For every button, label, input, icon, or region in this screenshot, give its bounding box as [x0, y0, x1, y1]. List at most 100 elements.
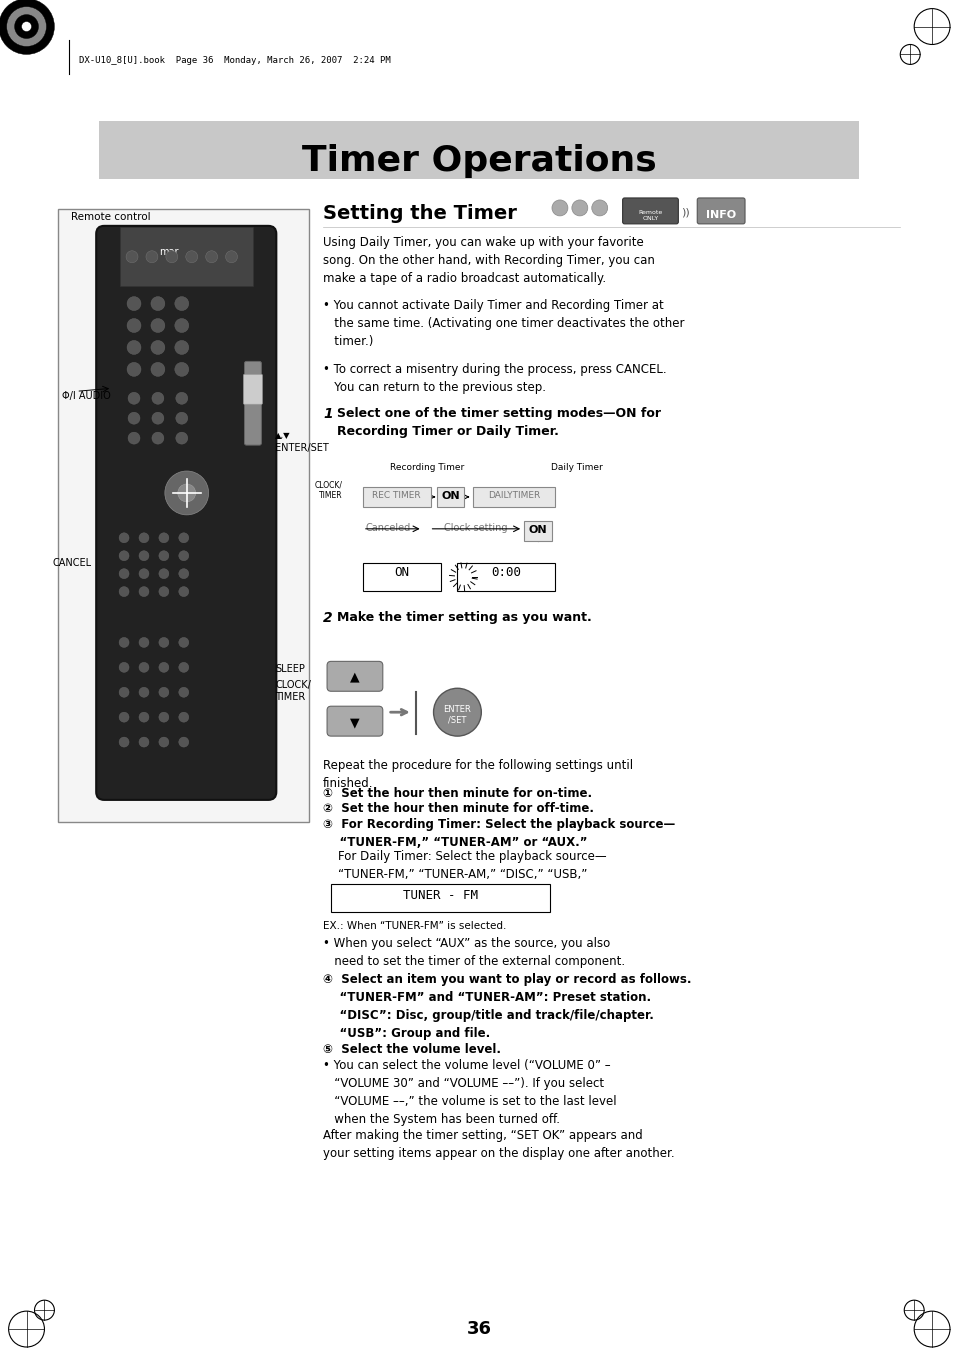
- Circle shape: [174, 362, 189, 377]
- Circle shape: [7, 7, 47, 46]
- Text: ▲,▼: ▲,▼: [275, 431, 291, 440]
- Circle shape: [127, 340, 141, 354]
- Circle shape: [178, 638, 189, 647]
- Text: Canceled: Canceled: [365, 523, 410, 532]
- Text: • When you select “AUX” as the source, you also
   need to set the timer of the : • When you select “AUX” as the source, y…: [323, 938, 624, 969]
- Text: Select one of the timer setting modes—ON for
Recording Timer or Daily Timer.: Select one of the timer setting modes—ON…: [336, 407, 660, 438]
- Circle shape: [159, 688, 169, 697]
- Circle shape: [571, 200, 587, 216]
- Text: Make the timer setting as you want.: Make the timer setting as you want.: [336, 611, 591, 624]
- Circle shape: [159, 712, 169, 723]
- Circle shape: [146, 251, 158, 262]
- Circle shape: [152, 392, 164, 404]
- Circle shape: [139, 638, 149, 647]
- Circle shape: [128, 412, 140, 424]
- Circle shape: [175, 412, 188, 424]
- Circle shape: [166, 251, 177, 262]
- Circle shape: [178, 688, 189, 697]
- Text: )): )): [680, 208, 689, 218]
- Circle shape: [139, 586, 149, 597]
- Circle shape: [159, 638, 169, 647]
- Text: ON: ON: [440, 490, 459, 501]
- Text: TIMER: TIMER: [275, 692, 305, 703]
- Circle shape: [151, 362, 165, 377]
- Circle shape: [126, 251, 138, 262]
- Circle shape: [139, 569, 149, 578]
- Circle shape: [119, 688, 129, 697]
- Circle shape: [151, 297, 165, 311]
- Circle shape: [22, 22, 31, 31]
- Circle shape: [159, 532, 169, 543]
- Text: After making the timer setting, “SET OK” appears and
your setting items appear o: After making the timer setting, “SET OK”…: [323, 1129, 674, 1159]
- FancyBboxPatch shape: [523, 521, 552, 540]
- Circle shape: [174, 297, 189, 311]
- Circle shape: [139, 712, 149, 723]
- Text: 1: 1: [323, 407, 333, 422]
- Text: 0:00: 0:00: [491, 566, 520, 578]
- Circle shape: [119, 569, 129, 578]
- Circle shape: [139, 738, 149, 747]
- FancyBboxPatch shape: [622, 199, 678, 224]
- Text: ①  Set the hour then minute for on-time.: ① Set the hour then minute for on-time.: [323, 786, 592, 800]
- FancyBboxPatch shape: [697, 199, 744, 224]
- Circle shape: [14, 15, 38, 39]
- Text: ENTER/SET: ENTER/SET: [275, 443, 329, 453]
- FancyBboxPatch shape: [331, 884, 549, 912]
- Circle shape: [139, 688, 149, 697]
- FancyBboxPatch shape: [96, 226, 276, 800]
- Text: Setting the Timer: Setting the Timer: [323, 204, 517, 223]
- Text: • To correct a misentry during the process, press CANCEL.
   You can return to t: • To correct a misentry during the proce…: [323, 363, 666, 394]
- Text: INFO: INFO: [705, 209, 736, 220]
- Circle shape: [159, 569, 169, 578]
- Text: ON: ON: [394, 566, 409, 578]
- Circle shape: [128, 392, 140, 404]
- Circle shape: [152, 432, 164, 444]
- FancyBboxPatch shape: [58, 209, 309, 821]
- Circle shape: [159, 662, 169, 673]
- Circle shape: [159, 551, 169, 561]
- Circle shape: [174, 340, 189, 354]
- FancyBboxPatch shape: [243, 374, 262, 404]
- Text: EX.: When “TUNER-FM” is selected.: EX.: When “TUNER-FM” is selected.: [323, 921, 506, 931]
- Circle shape: [165, 471, 209, 515]
- Text: ③  For Recording Timer: Select the playback source—
    “TUNER-FM,” “TUNER-AM” o: ③ For Recording Timer: Select the playba…: [323, 817, 675, 848]
- Circle shape: [174, 319, 189, 332]
- Text: 2: 2: [323, 611, 333, 624]
- Circle shape: [119, 532, 129, 543]
- Circle shape: [433, 688, 481, 736]
- Circle shape: [127, 319, 141, 332]
- Text: ▼: ▼: [350, 716, 359, 730]
- Circle shape: [151, 319, 165, 332]
- Circle shape: [178, 569, 189, 578]
- FancyBboxPatch shape: [362, 486, 430, 507]
- Text: • You cannot activate Daily Timer and Recording Timer at
   the same time. (Acti: • You cannot activate Daily Timer and Re…: [323, 299, 684, 347]
- Circle shape: [119, 712, 129, 723]
- FancyBboxPatch shape: [362, 563, 440, 590]
- FancyBboxPatch shape: [99, 122, 859, 180]
- Circle shape: [225, 251, 237, 262]
- Text: Repeat the procedure for the following settings until
finished.: Repeat the procedure for the following s…: [323, 759, 633, 790]
- Text: ⑤  Select the volume level.: ⑤ Select the volume level.: [323, 1043, 500, 1056]
- Circle shape: [175, 432, 188, 444]
- Text: ④  Select an item you want to play or record as follows.
    “TUNER-FM” and “TUN: ④ Select an item you want to play or rec…: [323, 973, 691, 1040]
- Text: CLOCK/: CLOCK/: [275, 681, 311, 690]
- Circle shape: [178, 532, 189, 543]
- Circle shape: [159, 586, 169, 597]
- Circle shape: [119, 662, 129, 673]
- Text: ②  Set the hour then minute for off-time.: ② Set the hour then minute for off-time.: [323, 802, 594, 815]
- Text: ENTER
/SET: ENTER /SET: [443, 705, 471, 724]
- Text: Recording Timer: Recording Timer: [390, 463, 464, 471]
- Text: Remote
ONLY: Remote ONLY: [638, 209, 662, 220]
- Circle shape: [128, 432, 140, 444]
- Text: ▲: ▲: [350, 670, 359, 684]
- Text: For Daily Timer: Select the playback source—
    “TUNER-FM,” “TUNER-AM,” “DISC,”: For Daily Timer: Select the playback sou…: [323, 850, 606, 898]
- FancyBboxPatch shape: [456, 563, 555, 590]
- Circle shape: [178, 712, 189, 723]
- Text: Φ/I AUDIO: Φ/I AUDIO: [62, 392, 111, 401]
- Circle shape: [152, 412, 164, 424]
- Text: 36: 36: [466, 1320, 492, 1337]
- Text: ON: ON: [528, 524, 547, 535]
- FancyBboxPatch shape: [436, 486, 464, 507]
- Text: Clock setting: Clock setting: [443, 523, 507, 532]
- Circle shape: [139, 662, 149, 673]
